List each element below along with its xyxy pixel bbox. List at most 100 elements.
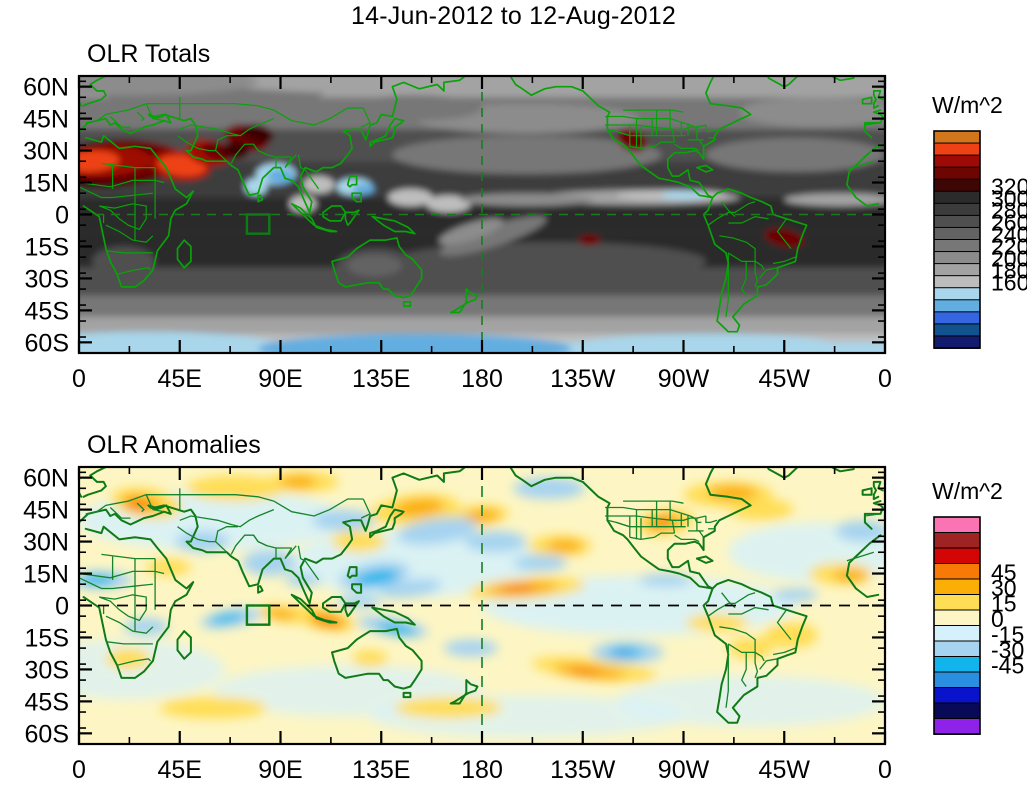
contour-blob bbox=[513, 477, 585, 499]
country-border bbox=[759, 267, 778, 279]
panel-label-olr-totals: OLR Totals bbox=[87, 40, 211, 68]
coastline bbox=[331, 237, 423, 299]
country-border bbox=[109, 116, 131, 128]
country-border bbox=[776, 218, 792, 249]
contour-blob bbox=[464, 530, 527, 553]
country-border bbox=[741, 261, 747, 296]
coastline bbox=[351, 192, 362, 203]
contour-blob bbox=[499, 584, 536, 593]
panel-label-olr-anomalies: OLR Anomalies bbox=[87, 431, 261, 459]
country-border bbox=[136, 502, 145, 513]
country-border bbox=[96, 494, 274, 513]
colorbar-totals-band bbox=[933, 335, 981, 349]
colorbar-anomalies-tick-label: 45 bbox=[991, 559, 1017, 585]
colorbar-totals-band bbox=[933, 154, 981, 169]
contour-blob bbox=[394, 498, 444, 517]
totals-lat-label: 30S bbox=[25, 265, 69, 293]
contour-blob bbox=[546, 539, 583, 553]
anomalies-lat-label: 30S bbox=[25, 656, 69, 684]
country-border bbox=[696, 530, 705, 538]
contour-blob bbox=[280, 475, 317, 489]
country-border bbox=[297, 154, 320, 190]
country-border bbox=[776, 609, 792, 641]
contour-blob bbox=[92, 246, 156, 277]
colorbar-totals-band bbox=[933, 239, 981, 253]
country-border bbox=[116, 267, 152, 275]
coastline bbox=[402, 691, 412, 699]
coastline bbox=[322, 596, 347, 613]
coastline bbox=[351, 583, 363, 594]
country-border bbox=[707, 592, 756, 617]
country-border bbox=[671, 520, 676, 534]
colorbar-totals-band bbox=[933, 166, 981, 181]
anomalies-lat-label: 15S bbox=[25, 624, 69, 652]
coastline bbox=[695, 555, 714, 564]
anomalies-lon-label: 90E bbox=[258, 756, 302, 784]
colorbar-anomalies-band bbox=[933, 718, 981, 735]
colorbar-anomalies-band bbox=[933, 609, 981, 627]
contour-blob bbox=[209, 612, 245, 624]
contour-blob bbox=[443, 639, 498, 657]
contour-blob bbox=[146, 558, 191, 576]
contour-blob bbox=[258, 333, 572, 353]
country-border bbox=[740, 652, 747, 687]
coastline bbox=[344, 600, 360, 618]
country-border bbox=[846, 160, 874, 171]
country-border bbox=[725, 252, 729, 317]
coastline bbox=[290, 202, 338, 233]
country-border bbox=[215, 541, 228, 553]
anomalies-lat-label: 45N bbox=[23, 497, 69, 525]
colorbar-totals-band bbox=[933, 202, 981, 217]
coastline bbox=[371, 215, 416, 235]
colorbar-totals-band bbox=[933, 275, 981, 289]
contour-blob bbox=[397, 517, 478, 545]
contour-blob bbox=[578, 234, 601, 246]
country-border bbox=[689, 515, 702, 524]
coastline bbox=[331, 627, 423, 690]
colorbar-totals-tick-label: 180 bbox=[991, 258, 1027, 284]
colorbar-totals-band bbox=[933, 214, 981, 229]
colorbar-totals-tick-label: 200 bbox=[991, 246, 1027, 272]
country-border bbox=[360, 107, 371, 128]
country-border bbox=[607, 128, 630, 137]
coastline bbox=[696, 164, 714, 173]
anomalies-lat-label: 0 bbox=[55, 593, 69, 621]
country-border bbox=[273, 498, 364, 517]
country-border bbox=[846, 551, 874, 562]
country-border bbox=[145, 494, 165, 513]
country-border bbox=[136, 111, 145, 122]
colorbar-anomalies-band bbox=[933, 578, 981, 596]
contour-blob bbox=[394, 697, 503, 719]
contour-blob bbox=[685, 614, 749, 632]
country-border bbox=[253, 143, 268, 156]
figure-title: 14-Jun-2012 to 12-Aug-2012 bbox=[351, 2, 676, 30]
totals-lon-label: 180 bbox=[461, 365, 503, 393]
totals-lon-label: 0 bbox=[72, 365, 86, 393]
totals-lon-label: 45E bbox=[158, 365, 202, 393]
colorbar-anomalies-band bbox=[933, 640, 981, 658]
coastline bbox=[509, 76, 752, 199]
coastline bbox=[861, 96, 873, 105]
contour-blob bbox=[284, 573, 321, 587]
colorbar-totals-tick-label: 300 bbox=[991, 185, 1027, 211]
colorbar-anomalies-tick-label: 30 bbox=[991, 575, 1017, 601]
anomalies-lat-label: 45S bbox=[25, 688, 69, 716]
coastline bbox=[346, 175, 358, 188]
contour-blob bbox=[459, 193, 594, 206]
totals-lat-label: 45S bbox=[25, 297, 69, 325]
country-border bbox=[215, 150, 228, 162]
country-border bbox=[759, 658, 778, 670]
contour-blob bbox=[439, 215, 547, 256]
anomalies-lon-label: 0 bbox=[72, 756, 86, 784]
coastline bbox=[346, 566, 358, 579]
country-border bbox=[696, 139, 705, 147]
colorbar-totals-tick-label: 160 bbox=[991, 270, 1027, 296]
contour-blob bbox=[569, 667, 601, 676]
country-border bbox=[105, 615, 154, 634]
colorbar-totals-tick-label: 320 bbox=[991, 173, 1027, 199]
anomalies-lon-label: 0 bbox=[878, 756, 892, 784]
colorbar-anomalies-band bbox=[933, 656, 981, 673]
